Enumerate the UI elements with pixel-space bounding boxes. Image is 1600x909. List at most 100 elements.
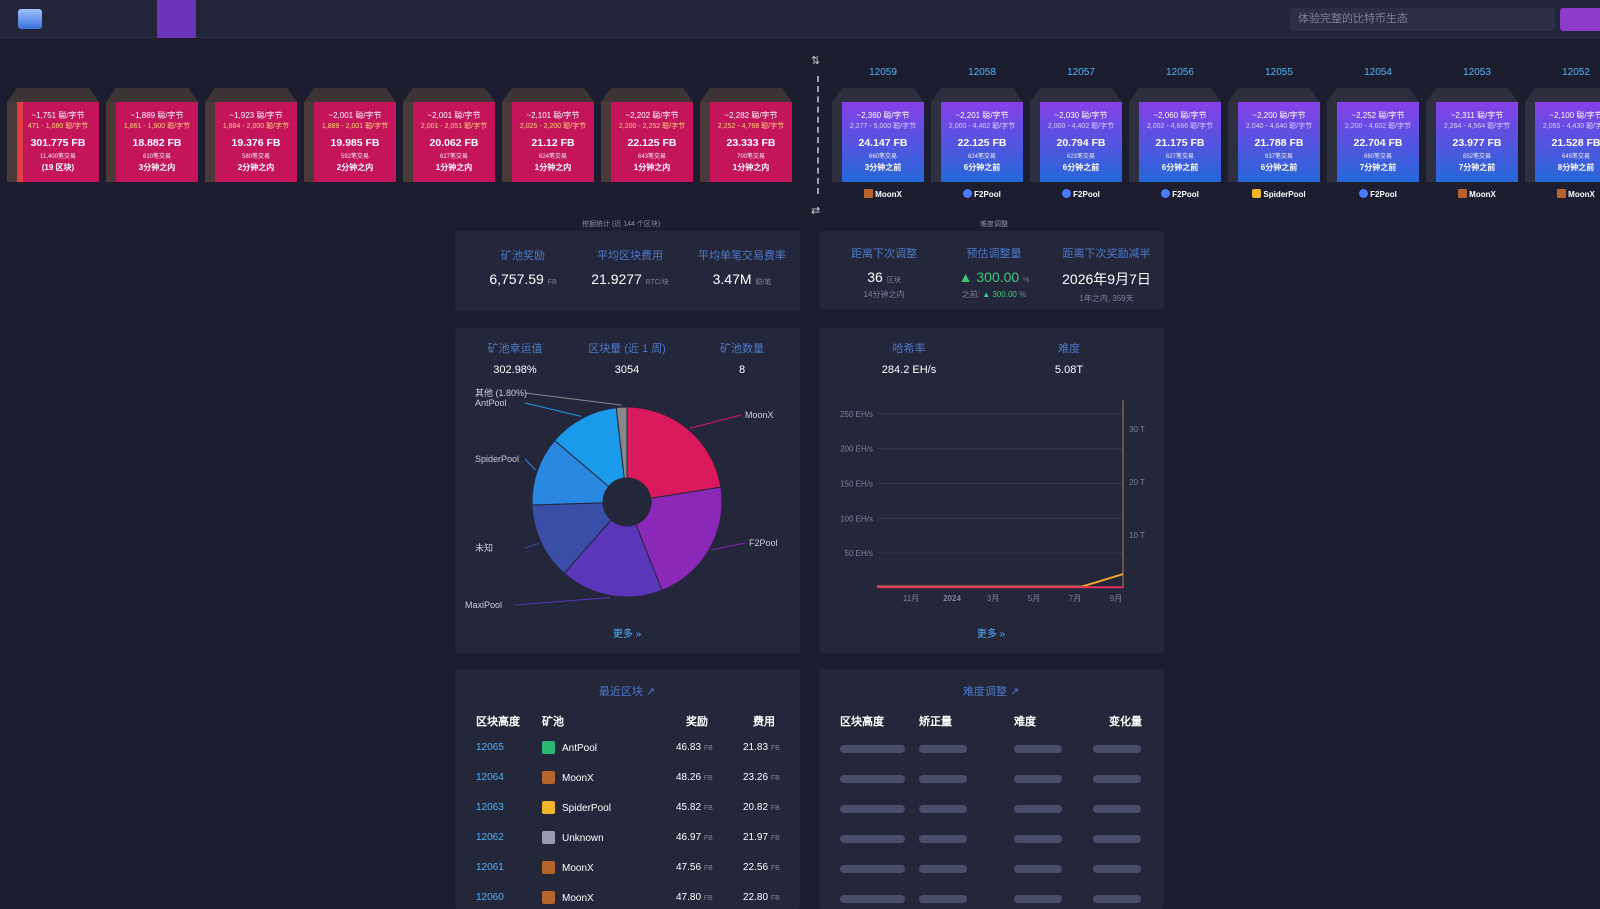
mempool-block[interactable]: ~1,889 聪/字节 1,861 - 1,900 聪/字节 18.882 FB 61… xyxy=(106,88,198,182)
block-height-link[interactable]: 12057 xyxy=(1067,67,1095,78)
block-pool-label[interactable]: MoonX xyxy=(1431,189,1523,199)
pie-slice[interactable] xyxy=(635,486,723,591)
table-row-height[interactable]: 12064 xyxy=(476,772,504,783)
mined-block[interactable]: ~2,200 聪/字节 2,040 - 4,640 聪/字节 21.788 FB 63… xyxy=(1228,88,1320,182)
block-top-face xyxy=(601,88,693,102)
block-side-face xyxy=(304,102,314,182)
table-row-height[interactable]: 12063 xyxy=(476,802,504,813)
block-top-face xyxy=(304,88,396,102)
mempool-block[interactable]: ~1,923 聪/字节 1,884 - 2,000 聪/字节 19.376 FB 58… xyxy=(205,88,297,182)
difficulty-adjust-panel: 距离下次调整 36 区块 14分钟之内 预估调整量 ▲ 300.00 % 之前:… xyxy=(819,231,1164,309)
next-adjust-value: 36 xyxy=(867,269,883,285)
block-top-face xyxy=(832,88,924,102)
block-fee-avg: ~2,060 聪/字节 xyxy=(1153,111,1207,120)
table-row-height[interactable]: 12062 xyxy=(476,832,504,843)
block-pool-label[interactable]: MoonX xyxy=(837,189,929,199)
block-front-face: ~2,252 聪/字节 2,200 - 4,602 聪/字节 22.704 FB 66… xyxy=(1337,102,1419,182)
table-row-height[interactable]: 12065 xyxy=(476,742,504,753)
difficulty-table-title[interactable]: 难度调整 ↗ xyxy=(962,686,1020,698)
block-front-face: ~1,923 聪/字节 1,884 - 2,000 聪/字节 19.376 FB 58… xyxy=(215,102,297,182)
mined-block[interactable]: ~2,060 聪/字节 2,002 - 4,666 聪/字节 21.175 FB 62… xyxy=(1129,88,1221,182)
mempool-block[interactable]: ~2,282 聪/字节 2,252 - 4,768 聪/字节 23.333 FB 70… xyxy=(700,88,792,182)
table-header: 奖励 xyxy=(686,716,708,728)
block-height-link[interactable]: 12058 xyxy=(968,67,996,78)
recent-blocks-title[interactable]: 最近区块 ↗ xyxy=(598,686,656,698)
block-height-link[interactable]: 12052 xyxy=(1562,67,1590,78)
search-input[interactable]: 体验完整的比特币生态 xyxy=(1290,8,1555,31)
mined-block[interactable]: ~2,100 聪/字节 2,055 - 4,430 聪/字节 21.528 FB 64… xyxy=(1525,88,1600,182)
table-row-reward: 47.56 FB xyxy=(676,862,713,873)
block-height-link[interactable]: 12059 xyxy=(869,67,897,78)
table-row-height[interactable]: 12060 xyxy=(476,892,504,903)
block-height-link[interactable]: 12053 xyxy=(1463,67,1491,78)
table-header: 难度 xyxy=(1014,716,1036,728)
reward-stat: 矿池奖励 6,757.59 FB xyxy=(473,247,573,287)
table-row-height[interactable]: 12061 xyxy=(476,862,504,873)
fee-value: 21.83 xyxy=(743,742,769,753)
block-pool-label[interactable]: F2Pool xyxy=(936,189,1028,199)
block-pool-label[interactable]: MoonX xyxy=(1530,189,1600,199)
sort-icon[interactable]: ⇅ xyxy=(811,55,821,67)
mempool-block[interactable]: ~2,202 聪/字节 2,200 - 2,252 聪/字节 22.125 FB 64… xyxy=(601,88,693,182)
y2-tick-label: 20 T xyxy=(1129,478,1145,487)
block-side-face xyxy=(1426,102,1436,182)
block-fee-avg: ~2,202 聪/字节 xyxy=(625,111,679,120)
block-height-link[interactable]: 12055 xyxy=(1265,67,1293,78)
mempool-block[interactable]: ~2,001 聪/字节 2,001 - 2,051 聪/字节 20.062 FB 62… xyxy=(403,88,495,182)
pie-slice[interactable] xyxy=(563,519,663,598)
table-row-pool[interactable]: AntPool xyxy=(542,741,597,754)
block-pool-label[interactable]: F2Pool xyxy=(1134,189,1226,199)
block-eta: 2分钟之内 xyxy=(237,163,275,172)
mined-block[interactable]: ~2,311 聪/字节 2,264 - 4,564 聪/字节 23.977 FB 65… xyxy=(1426,88,1518,182)
pie-label-line xyxy=(524,458,536,471)
block-top-face xyxy=(1327,88,1419,102)
block-fee-range: 2,025 - 2,200 聪/字节 xyxy=(519,123,587,130)
pool-name: MoonX xyxy=(562,863,594,874)
block-eta: (19 区块) xyxy=(41,163,75,172)
mined-block[interactable]: ~2,201 聪/字节 2,000 - 4,402 聪/字节 22.125 FB 62… xyxy=(931,88,1023,182)
block-side-face xyxy=(700,102,710,182)
block-total: 21.528 FB xyxy=(1551,137,1600,149)
block-total: 21.175 FB xyxy=(1155,137,1205,149)
table-row-pool[interactable]: MoonX xyxy=(542,771,594,784)
moonx-icon xyxy=(542,771,555,784)
table-row-pool[interactable]: MoonX xyxy=(542,891,594,904)
blocks-week-value: 3054 xyxy=(614,364,640,376)
mined-block[interactable]: ~2,360 聪/字节 2,277 - 5,000 聪/字节 24.147 FB 66… xyxy=(832,88,924,182)
block-height-link[interactable]: 12054 xyxy=(1364,67,1392,78)
pie-slice[interactable] xyxy=(626,406,722,499)
unit-label: FB xyxy=(770,775,780,782)
hashrate-more-link[interactable]: 更多 » xyxy=(976,629,1006,640)
search-button[interactable] xyxy=(1560,8,1600,31)
block-pool-label[interactable]: SpiderPool xyxy=(1233,189,1325,199)
mempool-block[interactable]: ~1,751 聪/字节 471 - 1,080 聪/字节 301.775 FB 11,… xyxy=(7,88,99,182)
table-row-pool[interactable]: SpiderPool xyxy=(542,801,611,814)
swap-icon[interactable]: ⇄ xyxy=(811,205,821,217)
table-row-pool[interactable]: MoonX xyxy=(542,861,594,874)
block-front-face: ~2,311 聪/字节 2,264 - 4,564 聪/字节 23.977 FB 65… xyxy=(1436,102,1518,182)
block-front-face: ~2,360 聪/字节 2,277 - 5,000 聪/字节 24.147 FB 66… xyxy=(842,102,924,182)
block-pool-name: F2Pool xyxy=(1370,190,1397,199)
y-tick-label: 100 EH/s xyxy=(840,514,873,523)
blocks-week-stat: 区块量 (近 1 周) 3054 xyxy=(572,340,682,376)
logo-icon[interactable] xyxy=(18,9,42,29)
pie-slice[interactable] xyxy=(531,502,612,574)
table-row-pool[interactable]: Unknown xyxy=(542,831,604,844)
block-tx-count: 592笔交易 xyxy=(340,154,369,160)
mempool-block[interactable]: ~2,101 聪/字节 2,025 - 2,200 聪/字节 21.12 FB 624… xyxy=(502,88,594,182)
pie-slice[interactable] xyxy=(615,406,628,479)
block-pool-label[interactable]: F2Pool xyxy=(1332,189,1424,199)
block-fee-range: 1,889 - 2,001 聪/字节 xyxy=(321,123,389,130)
nav-active-tab[interactable] xyxy=(157,0,196,38)
pie-label: MoonX xyxy=(745,410,774,420)
block-pool-label[interactable]: F2Pool xyxy=(1035,189,1127,199)
mempool-block[interactable]: ~2,001 聪/字节 1,889 - 2,001 聪/字节 19.985 FB 59… xyxy=(304,88,396,182)
block-side-face xyxy=(1129,102,1139,182)
moonx-icon xyxy=(864,189,874,198)
mined-block[interactable]: ~2,252 聪/字节 2,200 - 4,602 聪/字节 22.704 FB 66… xyxy=(1327,88,1419,182)
block-height-link[interactable]: 12056 xyxy=(1166,67,1194,78)
mined-block[interactable]: ~2,030 聪/字节 2,000 - 4,402 聪/字节 20.794 FB 62… xyxy=(1030,88,1122,182)
block-top-face xyxy=(403,88,495,102)
pools-more-link[interactable]: 更多 » xyxy=(612,629,642,640)
difficulty-table-panel: 难度调整 ↗ 区块高度 矫正量 难度 变化量 xyxy=(819,669,1164,909)
